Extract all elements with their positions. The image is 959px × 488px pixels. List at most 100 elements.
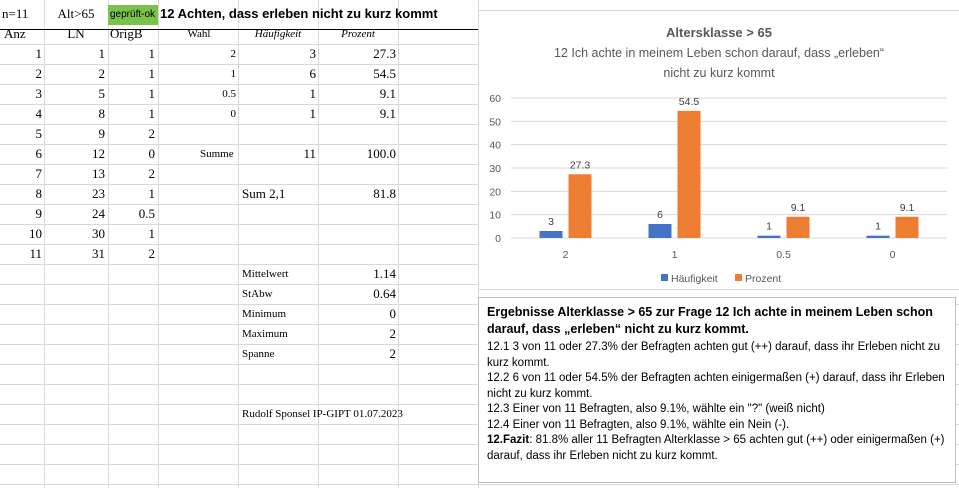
summe-prozent[interactable]: 100.0 xyxy=(366,146,396,161)
cell-origb[interactable]: 2 xyxy=(148,126,156,141)
stat-label[interactable]: Minimum xyxy=(242,308,287,320)
cell-ln[interactable]: 8 xyxy=(98,106,106,121)
header-wahl[interactable]: Wahl xyxy=(187,28,211,40)
summe-haeufigkeit[interactable]: 11 xyxy=(303,146,316,161)
cell-anz[interactable]: 11 xyxy=(29,246,42,261)
cell-origb[interactable]: 1 xyxy=(148,66,156,81)
chart-legend: Häufigkeit Prozent xyxy=(661,273,781,285)
cell-origb[interactable]: 1 xyxy=(148,106,156,121)
cell-wahl[interactable]: 2 xyxy=(230,48,237,60)
cell-wahl[interactable]: 1 xyxy=(230,68,237,80)
results-title: Ergebnisse Alterklasse > 65 zur Frage 12… xyxy=(487,305,933,336)
y-tick-label: 30 xyxy=(489,163,501,175)
cell-haeufigkeit[interactable]: 1 xyxy=(309,106,317,121)
cell-haeufigkeit[interactable]: 3 xyxy=(309,46,317,61)
cell-ln[interactable]: 13 xyxy=(92,166,105,181)
header-haeufigkeit[interactable]: Häufigkeit xyxy=(254,28,302,40)
stat-value[interactable]: 0 xyxy=(389,306,397,321)
data-label: 9.1 xyxy=(791,202,806,214)
header-ln[interactable]: LN xyxy=(67,26,85,41)
results-textbox[interactable]: Ergebnisse Alterklasse > 65 zur Frage 12… xyxy=(478,297,956,483)
cell-n[interactable]: n=11 xyxy=(2,6,29,21)
cell-wahl[interactable]: 0.5 xyxy=(222,88,236,100)
cell-ln[interactable]: 12 xyxy=(92,146,105,161)
cell-prozent[interactable]: 9.1 xyxy=(379,106,396,121)
bar-haeufigkeit xyxy=(539,231,563,238)
y-tick-label: 0 xyxy=(495,233,501,245)
cell-anz[interactable]: 7 xyxy=(35,166,43,181)
cell-ln[interactable]: 31 xyxy=(92,246,105,261)
legend-swatch xyxy=(661,274,668,281)
cell-origb[interactable]: 2 xyxy=(148,246,156,261)
cell-checked[interactable]: geprüft-ok xyxy=(108,5,158,25)
fazit-text: : 81.8% aller 11 Befragten Alterklasse >… xyxy=(487,434,945,462)
cell-anz[interactable]: 4 xyxy=(35,106,43,121)
data-label: 27.3 xyxy=(570,159,591,171)
chart-svg: Altersklasse > 65 12 Ich achte in meinem… xyxy=(489,25,947,285)
chart-subtitle-1: 12 Ich achte in meinem Leben schon darau… xyxy=(554,46,884,60)
results-fazit: 12.Fazit: 81.8% aller 11 Befragten Alter… xyxy=(487,433,947,464)
bar-chart[interactable]: Altersklasse > 65 12 Ich achte in meinem… xyxy=(478,10,959,290)
stat-value[interactable]: 0.64 xyxy=(373,286,396,301)
data-label: 1 xyxy=(766,221,772,233)
cell-origb[interactable]: 0 xyxy=(148,146,156,161)
cell-anz[interactable]: 2 xyxy=(35,66,43,81)
cell-ln[interactable]: 9 xyxy=(98,126,106,141)
x-tick-label: 0.5 xyxy=(776,249,791,261)
sum21-value[interactable]: 81.8 xyxy=(373,186,396,201)
cell-origb[interactable]: 1 xyxy=(148,186,156,201)
cell-anz[interactable]: 3 xyxy=(35,86,43,101)
cell-anz[interactable]: 9 xyxy=(35,206,43,221)
header-underline xyxy=(0,29,478,30)
cell-origb[interactable]: 1 xyxy=(148,86,156,101)
cell-ln[interactable]: 1 xyxy=(98,46,106,61)
cell-anz[interactable]: 5 xyxy=(35,126,43,141)
header-origb[interactable]: OrigB xyxy=(110,26,143,41)
cell-anz[interactable]: 6 xyxy=(35,146,43,161)
bar-haeufigkeit xyxy=(866,235,890,238)
stat-label[interactable]: Maximum xyxy=(242,328,288,340)
legend-entry: Prozent xyxy=(745,273,781,285)
author-line[interactable]: Rudolf Sponsel IP-GIPT 01.07.2023 xyxy=(242,408,403,420)
legend-swatch xyxy=(735,274,742,281)
stat-label[interactable]: Spanne xyxy=(242,348,275,360)
cell-prozent[interactable]: 27.3 xyxy=(373,46,396,61)
cell-origb[interactable]: 1 xyxy=(148,46,156,61)
cell-ln[interactable]: 24 xyxy=(92,206,105,221)
bar-prozent xyxy=(895,216,919,238)
chart-subtitle-2: nicht zu kurz kommt xyxy=(663,66,775,80)
cell-wahl[interactable]: 0 xyxy=(230,108,237,120)
bar-prozent xyxy=(568,174,592,238)
cell-prozent[interactable]: 54.5 xyxy=(373,66,396,81)
cell-ln[interactable]: 5 xyxy=(98,86,106,101)
stat-label[interactable]: Mittelwert xyxy=(242,268,289,280)
header-anz[interactable]: Anz xyxy=(4,26,26,41)
header-prozent[interactable]: Prozent xyxy=(341,28,375,40)
results-line-3: 12.3 Einer von 11 Befragten, also 9.1%, … xyxy=(487,403,825,415)
cell-anz[interactable]: 10 xyxy=(29,226,42,241)
grid-row-line xyxy=(0,484,959,485)
cell-haeufigkeit[interactable]: 6 xyxy=(309,66,317,81)
cell-origb[interactable]: 0.5 xyxy=(138,206,155,221)
y-tick-label: 50 xyxy=(489,116,501,128)
bar-prozent xyxy=(677,110,701,238)
cell-ln[interactable]: 23 xyxy=(92,186,105,201)
stat-label[interactable]: StAbw xyxy=(242,288,273,300)
cell-alt[interactable]: Alt>65 xyxy=(57,6,95,21)
fazit-label: 12.Fazit xyxy=(487,434,530,446)
sum21-label[interactable]: Sum 2,1 xyxy=(242,186,286,201)
cell-haeufigkeit[interactable]: 1 xyxy=(309,86,317,101)
cell-origb[interactable]: 1 xyxy=(148,226,156,241)
summe-label[interactable]: Summe xyxy=(200,148,234,160)
cell-ln[interactable]: 30 xyxy=(92,226,105,241)
cell-title[interactable]: 12 Achten, dass erleben nicht zu kurz ko… xyxy=(160,6,438,21)
cell-anz[interactable]: 8 xyxy=(35,186,43,201)
data-label: 54.5 xyxy=(679,96,700,108)
stat-value[interactable]: 2 xyxy=(389,326,397,341)
cell-ln[interactable]: 2 xyxy=(98,66,106,81)
cell-anz[interactable]: 1 xyxy=(35,46,43,61)
stat-value[interactable]: 1.14 xyxy=(373,266,396,281)
cell-origb[interactable]: 2 xyxy=(148,166,156,181)
stat-value[interactable]: 2 xyxy=(389,346,397,361)
cell-prozent[interactable]: 9.1 xyxy=(379,86,396,101)
